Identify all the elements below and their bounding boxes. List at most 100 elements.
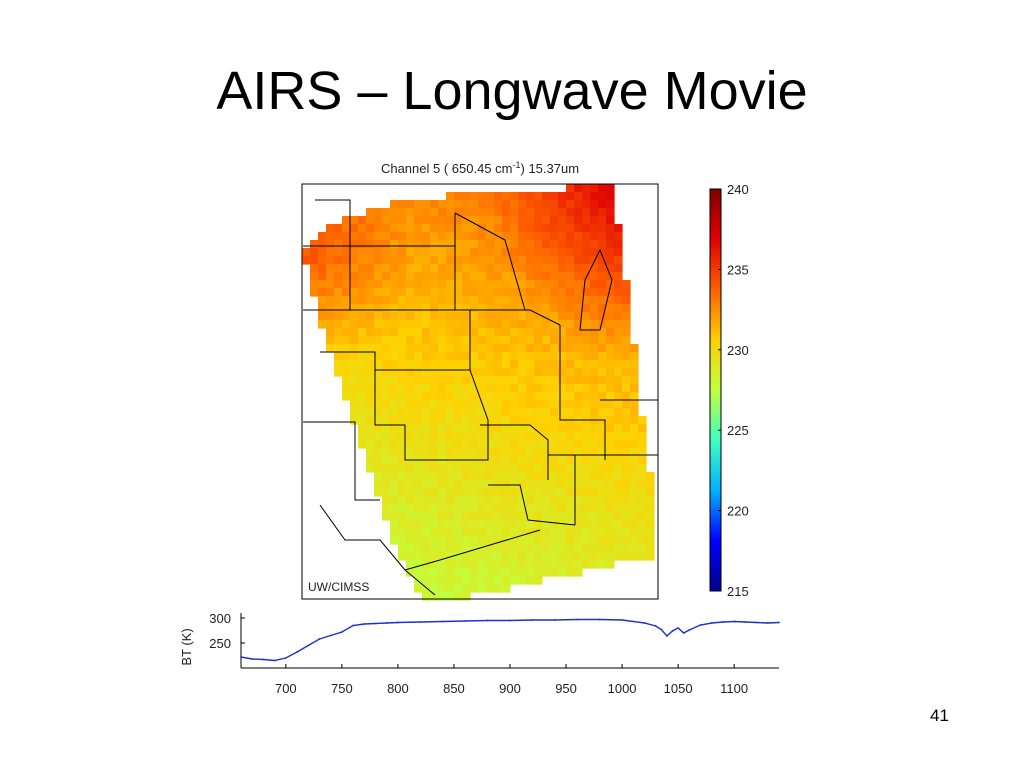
heatmap-cell — [438, 392, 447, 401]
heatmap-cell — [614, 312, 623, 321]
heatmap-cell — [638, 496, 647, 505]
heatmap-cell — [414, 504, 423, 513]
heatmap-cell — [550, 192, 559, 201]
heatmap-cell — [614, 520, 623, 529]
heatmap-cell — [534, 496, 543, 505]
heatmap-cell — [574, 496, 583, 505]
heatmap-cell — [374, 376, 383, 385]
heatmap-cell — [606, 280, 615, 289]
state-boundary — [303, 421, 380, 501]
heatmap-cell — [454, 472, 463, 481]
heatmap-cell — [318, 248, 327, 257]
heatmap-cell — [390, 264, 399, 273]
heatmap-cell — [462, 208, 471, 217]
heatmap-cell — [606, 416, 615, 425]
heatmap-cell — [518, 304, 527, 313]
heatmap-cell — [478, 208, 487, 217]
heatmap-cell — [478, 248, 487, 257]
heatmap-cell — [534, 376, 543, 385]
heatmap-cell — [534, 432, 543, 441]
heatmap-cell — [510, 304, 519, 313]
heatmap-cell — [438, 344, 447, 353]
heatmap-cell — [486, 520, 495, 529]
heatmap-cell — [374, 488, 383, 497]
heatmap-cell — [550, 320, 559, 329]
heatmap-cell — [486, 264, 495, 273]
heatmap-cell — [614, 496, 623, 505]
heatmap-cell — [406, 280, 415, 289]
heatmap-cell — [558, 232, 567, 241]
heatmap-cell — [486, 528, 495, 537]
heatmap-cell — [430, 504, 439, 513]
heatmap-cell — [430, 376, 439, 385]
heatmap-cell — [558, 408, 567, 417]
heatmap-cell — [342, 256, 351, 265]
heatmap-cell — [382, 328, 391, 337]
heatmap-cell — [630, 424, 639, 433]
heatmap-cell — [526, 256, 535, 265]
heatmap-cell — [406, 504, 415, 513]
heatmap-cell — [422, 512, 431, 521]
heatmap-cell — [486, 448, 495, 457]
heatmap-cell — [646, 504, 655, 513]
heatmap-cell — [486, 504, 495, 513]
state-boundary — [404, 529, 541, 571]
heatmap-cell — [590, 384, 599, 393]
heatmap-cell — [622, 488, 631, 497]
heatmap-cell — [614, 488, 623, 497]
brightness-temperature-map — [302, 184, 658, 601]
heatmap-cell — [590, 496, 599, 505]
heatmap-cell — [422, 416, 431, 425]
heatmap-cell — [510, 288, 519, 297]
heatmap-cell — [566, 376, 575, 385]
heatmap-cell — [358, 256, 367, 265]
heatmap-cell — [638, 536, 647, 545]
heatmap-cell — [606, 360, 615, 369]
heatmap-cell — [358, 352, 367, 361]
heatmap-cell — [518, 312, 527, 321]
heatmap-cell — [526, 280, 535, 289]
state-boundary — [579, 248, 613, 331]
heatmap-cell — [598, 408, 607, 417]
heatmap-cell — [470, 400, 479, 409]
heatmap-cell — [510, 528, 519, 537]
heatmap-cell — [510, 248, 519, 257]
heatmap-cell — [614, 288, 623, 297]
heatmap-cell — [454, 216, 463, 225]
heatmap-cell — [582, 552, 591, 561]
heatmap-cell — [382, 496, 391, 505]
heatmap-cell — [454, 480, 463, 489]
heatmap-cell — [366, 408, 375, 417]
heatmap-cell — [502, 424, 511, 433]
heatmap-cell — [542, 320, 551, 329]
heatmap-cell — [438, 336, 447, 345]
heatmap-cell — [398, 272, 407, 281]
heatmap-cell — [526, 576, 535, 585]
heatmap-cell — [622, 280, 631, 289]
heatmap-cell — [454, 392, 463, 401]
heatmap-cell — [486, 368, 495, 377]
spectrum-point — [778, 621, 780, 624]
heatmap-cell — [398, 208, 407, 217]
heatmap-cell — [534, 248, 543, 257]
heatmap-cell — [510, 368, 519, 377]
heatmap-cell — [446, 472, 455, 481]
heatmap-cell — [342, 360, 351, 369]
heatmap-cell — [430, 592, 439, 601]
heatmap-cell — [470, 528, 479, 537]
heatmap-cell — [598, 536, 607, 545]
heatmap-cell — [358, 312, 367, 321]
heatmap-cell — [566, 512, 575, 521]
heatmap-cell — [462, 320, 471, 329]
heatmap-cell — [358, 368, 367, 377]
heatmap-cell — [366, 264, 375, 273]
heatmap-cell — [550, 400, 559, 409]
heatmap-cell — [390, 312, 399, 321]
heatmap-cell — [542, 544, 551, 553]
heatmap-cell — [566, 528, 575, 537]
heatmap-cell — [574, 184, 583, 193]
heatmap-cell — [366, 384, 375, 393]
heatmap-cell — [478, 408, 487, 417]
spectrum-point — [251, 658, 254, 660]
heatmap-cell — [430, 544, 439, 553]
